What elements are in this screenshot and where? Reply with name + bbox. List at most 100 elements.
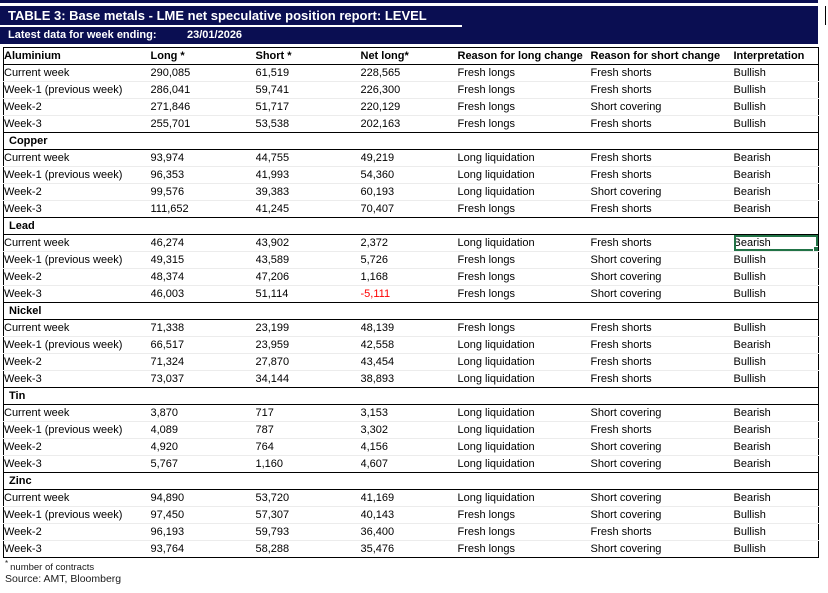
short-cell[interactable]: 43,902 xyxy=(255,234,361,252)
column-header-net-long[interactable]: Net long* xyxy=(360,50,409,62)
short-cell[interactable]: 34,144 xyxy=(255,373,290,385)
short-cell[interactable]: 59,741 xyxy=(255,81,361,99)
short-cell[interactable]: 41,993 xyxy=(255,166,361,184)
column-header-short[interactable]: Short * xyxy=(255,50,292,62)
interpretation-cell[interactable]: Bullish xyxy=(733,64,819,82)
net-long-cell[interactable]: 60,193 xyxy=(360,183,458,201)
reason-short-cell[interactable]: Short covering xyxy=(590,438,734,456)
interpretation-cell[interactable]: Bearish xyxy=(733,336,819,354)
long-cell[interactable]: 271,846 xyxy=(150,98,256,116)
reason-long-cell[interactable]: Long liquidation xyxy=(457,336,591,354)
net-long-cell[interactable]: 3,153 xyxy=(360,404,458,422)
metal-name-cell[interactable]: Zinc xyxy=(3,472,819,490)
interpretation-cell[interactable]: Bullish xyxy=(733,98,819,116)
long-cell[interactable]: 4,920 xyxy=(150,438,256,456)
reason-short-cell[interactable]: Fresh shorts xyxy=(590,203,652,215)
week-label-cell[interactable]: Week-1 (previous week) xyxy=(3,506,151,524)
long-cell[interactable]: 290,085 xyxy=(150,64,256,82)
net-long-cell[interactable]: 42,558 xyxy=(360,336,458,354)
reason-long-cell[interactable]: Fresh longs xyxy=(457,288,515,300)
short-cell[interactable]: 717 xyxy=(255,404,361,422)
reason-long-cell[interactable]: Long liquidation xyxy=(457,404,591,422)
week-label-cell[interactable]: Week-2 xyxy=(3,183,151,201)
reason-long-cell[interactable]: Long liquidation xyxy=(457,458,535,470)
reason-long-cell[interactable]: Fresh longs xyxy=(457,506,591,524)
interpretation-cell[interactable]: Bullish xyxy=(733,353,819,371)
reason-short-cell[interactable]: Fresh shorts xyxy=(590,234,734,252)
long-cell[interactable]: 94,890 xyxy=(150,489,256,507)
interpretation-cell[interactable]: Bullish xyxy=(733,523,819,541)
interpretation-cell[interactable]: Bullish xyxy=(733,506,819,524)
interpretation-cell[interactable]: Bearish xyxy=(733,183,819,201)
short-cell[interactable]: 41,245 xyxy=(255,203,290,215)
net-long-cell[interactable]: 220,129 xyxy=(360,98,458,116)
column-header-reason-long[interactable]: Reason for long change xyxy=(457,50,583,62)
reason-short-cell[interactable]: Short covering xyxy=(590,98,734,116)
reason-short-cell[interactable]: Fresh shorts xyxy=(590,421,734,439)
interpretation-cell[interactable]: Bearish xyxy=(733,166,819,184)
week-label-cell[interactable]: Week-1 (previous week) xyxy=(3,166,151,184)
week-label-cell[interactable]: Week-1 (previous week) xyxy=(3,336,151,354)
week-label-cell[interactable]: Week-1 (previous week) xyxy=(3,81,151,99)
reason-short-cell[interactable]: Short covering xyxy=(590,404,734,422)
reason-long-cell[interactable]: Long liquidation xyxy=(457,489,591,507)
reason-short-cell[interactable]: Short covering xyxy=(590,183,734,201)
metal-name-cell[interactable]: Tin xyxy=(3,387,819,405)
long-cell[interactable]: 99,576 xyxy=(150,183,256,201)
long-cell[interactable]: 48,374 xyxy=(150,268,256,286)
reason-short-cell[interactable]: Fresh shorts xyxy=(590,373,652,385)
net-long-cell[interactable]: 4,607 xyxy=(360,458,389,470)
short-cell[interactable]: 43,589 xyxy=(255,251,361,269)
interpretation-cell[interactable]: Bullish xyxy=(733,268,819,286)
short-cell[interactable]: 57,307 xyxy=(255,506,361,524)
metal-name-cell[interactable]: Copper xyxy=(3,132,819,150)
reason-long-cell[interactable]: Long liquidation xyxy=(457,421,591,439)
interpretation-cell[interactable]: Bullish xyxy=(733,543,766,555)
reason-short-cell[interactable]: Fresh shorts xyxy=(590,336,734,354)
long-cell[interactable]: 73,037 xyxy=(150,373,185,385)
reason-long-cell[interactable]: Long liquidation xyxy=(457,373,535,385)
column-header-metal[interactable]: Aluminium xyxy=(4,50,61,62)
week-label-cell[interactable]: Current week xyxy=(3,489,151,507)
long-cell[interactable]: 96,353 xyxy=(150,166,256,184)
reason-long-cell[interactable]: Fresh longs xyxy=(457,523,591,541)
reason-short-cell[interactable]: Short covering xyxy=(590,251,734,269)
reason-long-cell[interactable]: Fresh longs xyxy=(457,251,591,269)
reason-long-cell[interactable]: Long liquidation xyxy=(457,149,591,167)
reason-short-cell[interactable]: Fresh shorts xyxy=(590,353,734,371)
interpretation-cell[interactable]: Bearish xyxy=(733,203,771,215)
reason-long-cell[interactable]: Fresh longs xyxy=(457,118,515,130)
week-label-cell[interactable]: Week-3 xyxy=(4,543,42,555)
long-cell[interactable]: 4,089 xyxy=(150,421,256,439)
interpretation-cell[interactable]: Bearish xyxy=(733,458,771,470)
net-long-cell[interactable]: 2,372 xyxy=(360,234,458,252)
reason-short-cell[interactable]: Short covering xyxy=(590,506,734,524)
week-label-cell[interactable]: Week-1 (previous week) xyxy=(3,421,151,439)
week-label-cell[interactable]: Current week xyxy=(3,234,151,252)
week-label-cell[interactable]: Current week xyxy=(3,64,151,82)
net-long-cell[interactable]: 48,139 xyxy=(360,319,458,337)
week-label-cell[interactable]: Week-2 xyxy=(3,268,151,286)
interpretation-cell[interactable]: Bullish xyxy=(733,81,819,99)
interpretation-cell[interactable]: Bearish xyxy=(733,438,819,456)
short-cell[interactable]: 1,160 xyxy=(255,458,284,470)
short-cell[interactable]: 44,755 xyxy=(255,149,361,167)
week-label-cell[interactable]: Current week xyxy=(3,149,151,167)
net-long-cell[interactable]: 54,360 xyxy=(360,166,458,184)
long-cell[interactable]: 5,767 xyxy=(150,458,179,470)
long-cell[interactable]: 71,324 xyxy=(150,353,256,371)
net-long-cell[interactable]: 43,454 xyxy=(360,353,458,371)
net-long-cell[interactable]: 1,168 xyxy=(360,268,458,286)
reason-short-cell[interactable]: Fresh shorts xyxy=(590,81,734,99)
long-cell[interactable]: 46,003 xyxy=(150,288,185,300)
interpretation-cell[interactable]: Bullish xyxy=(733,373,766,385)
short-cell[interactable]: 39,383 xyxy=(255,183,361,201)
short-cell[interactable]: 47,206 xyxy=(255,268,361,286)
long-cell[interactable]: 93,974 xyxy=(150,149,256,167)
net-long-cell[interactable]: 38,893 xyxy=(360,373,395,385)
reason-long-cell[interactable]: Long liquidation xyxy=(457,438,591,456)
interpretation-cell[interactable]: Bullish xyxy=(733,118,766,130)
reason-short-cell[interactable]: Fresh shorts xyxy=(590,523,734,541)
reason-short-cell[interactable]: Short covering xyxy=(590,489,734,507)
short-cell[interactable]: 51,114 xyxy=(255,288,289,300)
